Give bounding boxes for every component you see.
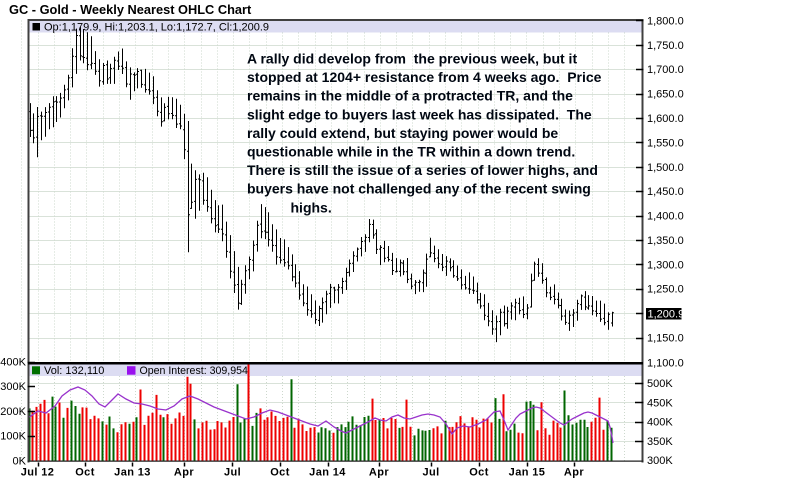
svg-text:Apr: Apr <box>564 467 584 479</box>
svg-text:There is still the issue of a: There is still the issue of a series of … <box>247 162 598 178</box>
svg-text:Jul: Jul <box>422 467 439 479</box>
svg-text:A rally did develop from the: A rally did develop from the previous we… <box>247 51 577 67</box>
svg-text:450K: 450K <box>647 397 673 409</box>
svg-text:350K: 350K <box>647 436 673 448</box>
svg-text:Jan 13: Jan 13 <box>114 467 151 479</box>
svg-text:1,650.0: 1,650.0 <box>647 89 684 101</box>
svg-text:Jul: Jul <box>224 467 241 479</box>
svg-text:400K: 400K <box>647 416 673 428</box>
svg-text:300K: 300K <box>0 381 26 393</box>
svg-text:1,550.0: 1,550.0 <box>647 137 684 149</box>
svg-text:1,600.0: 1,600.0 <box>647 113 684 125</box>
svg-text:Jan 14: Jan 14 <box>309 467 346 479</box>
svg-text:highs.: highs. <box>291 199 332 215</box>
svg-text:questionable while in the TR w: questionable while in the TR within a do… <box>247 144 575 160</box>
svg-text:1,400.0: 1,400.0 <box>647 211 684 223</box>
svg-text:1,200.9: 1,200.9 <box>648 308 685 320</box>
svg-text:300K: 300K <box>647 455 673 467</box>
svg-text:1,800.0: 1,800.0 <box>647 15 684 27</box>
svg-text:buyers have not challenged any: buyers have not challenged any of the re… <box>247 181 591 197</box>
svg-text:1,450.0: 1,450.0 <box>647 186 684 198</box>
svg-text:Oct: Oct <box>270 467 290 479</box>
svg-text:400K: 400K <box>0 356 26 368</box>
svg-text:GC - Gold - Weekly Nearest OHL: GC - Gold - Weekly Nearest OHLC Chart <box>9 2 252 17</box>
svg-text:1,150.0: 1,150.0 <box>647 333 684 345</box>
svg-text:1,300.0: 1,300.0 <box>647 259 684 271</box>
svg-text:Op:1,179.9, Hi:1,203.1, Lo:1,1: Op:1,179.9, Hi:1,203.1, Lo:1,172.7, Cl:1… <box>44 22 269 34</box>
svg-text:500K: 500K <box>647 378 673 390</box>
svg-text:1,100.0: 1,100.0 <box>647 357 684 369</box>
svg-text:Open Interest: 309,954: Open Interest: 309,954 <box>140 365 248 377</box>
svg-text:remains in the middle of a pro: remains in the middle of a protracted TR… <box>247 88 573 104</box>
svg-text:Vol: 132,110: Vol: 132,110 <box>44 365 104 377</box>
svg-text:Oct: Oct <box>469 467 489 479</box>
svg-text:0K: 0K <box>13 455 27 467</box>
svg-text:1,700.0: 1,700.0 <box>647 64 684 76</box>
svg-text:slight edge to buyers last wee: slight edge to buyers last week has diss… <box>247 106 592 122</box>
svg-text:200K: 200K <box>0 406 26 418</box>
svg-text:Oct: Oct <box>75 467 95 479</box>
svg-text:Apr: Apr <box>369 467 389 479</box>
svg-text:Jul 12: Jul 12 <box>21 467 55 479</box>
svg-text:1,250.0: 1,250.0 <box>647 284 684 296</box>
svg-text:1,500.0: 1,500.0 <box>647 162 684 174</box>
svg-text:Jan 15: Jan 15 <box>509 467 546 479</box>
svg-text:stopped at 1204+ resistance fr: stopped at 1204+ resistance from 4 weeks… <box>247 69 602 85</box>
svg-text:1,350.0: 1,350.0 <box>647 235 684 247</box>
svg-text:100K: 100K <box>0 431 26 443</box>
svg-text:rally could extend, but stayin: rally could extend, but staying power wo… <box>247 125 558 141</box>
svg-text:1,750.0: 1,750.0 <box>647 40 684 52</box>
svg-text:Apr: Apr <box>174 467 194 479</box>
